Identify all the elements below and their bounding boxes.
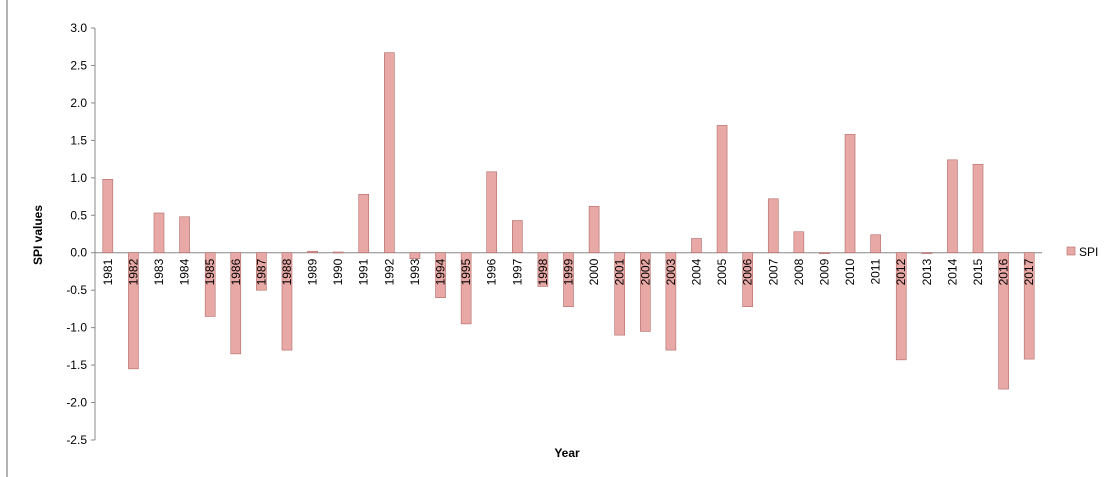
bar-1996 — [486, 171, 498, 254]
bar-1997 — [512, 220, 523, 254]
bar-1983 — [153, 212, 165, 254]
bar-2013 — [921, 252, 933, 255]
bar-2017 — [1023, 252, 1035, 360]
bar-1989 — [307, 250, 318, 254]
x-tick-label-1996: 1996 — [485, 258, 499, 285]
bar-1985 — [204, 252, 216, 317]
x-tick-label-2007: 2007 — [766, 258, 780, 285]
bar-1986 — [230, 252, 242, 355]
x-tick-label-2012: 2012 — [894, 258, 908, 285]
x-tick-label-1988: 1988 — [280, 258, 294, 285]
bar-2009 — [819, 252, 830, 255]
bar-1995 — [460, 252, 472, 325]
x-tick-label-2003: 2003 — [664, 258, 678, 285]
bar-2015 — [972, 164, 984, 254]
x-tick-label-2014: 2014 — [945, 258, 959, 285]
bar-1999 — [563, 252, 574, 307]
y-tick-label: 2.0 — [70, 96, 87, 110]
y-axis: 3.0 2.5 2.0 1.5 1.0 0.5 0.0 -0.5 -1.0 -1.5 -2.0 -2.… — [66, 21, 1042, 447]
x-tick-label-2001: 2001 — [613, 258, 627, 285]
x-tick-label-1981: 1981 — [101, 258, 115, 285]
x-tick-label-2015: 2015 — [971, 258, 985, 285]
x-tick-label-1990: 1990 — [331, 258, 345, 285]
x-tick-label-2016: 2016 — [997, 258, 1011, 285]
bar-1991 — [358, 193, 370, 254]
bar-2002 — [639, 252, 651, 332]
x-tick-label-1995: 1995 — [459, 258, 473, 285]
bar-2016 — [998, 252, 1009, 390]
bar-2008 — [793, 231, 805, 254]
bar-1982 — [128, 252, 139, 370]
y-tick-label: 1.5 — [70, 133, 87, 147]
x-tick-label-2011: 2011 — [869, 258, 883, 284]
bar-2011 — [870, 234, 881, 254]
y-axis-title: SPI values — [31, 205, 45, 265]
x-tick-label-1999: 1999 — [562, 258, 576, 285]
x-tick-label-1987: 1987 — [254, 258, 268, 285]
x-tick-label-1993: 1993 — [408, 258, 422, 285]
bar-1993 — [409, 252, 421, 260]
bars — [102, 52, 1035, 390]
x-tick-label-2009: 2009 — [817, 258, 831, 285]
legend: SPI — [1066, 245, 1098, 259]
bar-2001 — [614, 252, 625, 336]
x-tick-label-2002: 2002 — [638, 258, 652, 285]
y-tick-label: -2.0 — [66, 396, 87, 410]
y-tick-label: 0.5 — [70, 208, 87, 222]
x-axis-title: Year — [554, 446, 580, 460]
x-tick-label-2008: 2008 — [792, 258, 806, 285]
x-tick-label-1982: 1982 — [126, 258, 140, 285]
bar-1988 — [281, 252, 293, 351]
x-tick-label-2006: 2006 — [741, 258, 755, 285]
bar-2012 — [895, 252, 907, 361]
bar-2005 — [716, 125, 728, 254]
y-tick-label: 0.0 — [70, 246, 87, 260]
y-tick-label: -0.5 — [66, 283, 87, 297]
x-tick-label-1984: 1984 — [178, 258, 192, 285]
x-tick-label-1998: 1998 — [536, 258, 550, 285]
x-tick-label-1986: 1986 — [229, 258, 243, 285]
x-tick-label-2010: 2010 — [843, 258, 857, 285]
x-tick-label-2013: 2013 — [920, 258, 934, 285]
y-tick-label: -1.0 — [66, 321, 87, 335]
bar-1987 — [256, 252, 267, 291]
x-tick-label-1991: 1991 — [357, 258, 371, 285]
y-tick-label: 1.0 — [70, 171, 87, 185]
x-tick-label-1989: 1989 — [306, 258, 320, 285]
y-tick-label: 2.5 — [70, 58, 87, 72]
x-tick-label-1994: 1994 — [434, 258, 448, 285]
bar-1981 — [102, 179, 114, 254]
legend-swatch — [1066, 246, 1076, 256]
bar-1984 — [179, 216, 190, 254]
x-tick-label-2004: 2004 — [689, 258, 703, 285]
bar-2010 — [844, 134, 856, 254]
bar-1992 — [384, 52, 395, 254]
bar-1994 — [435, 252, 446, 298]
y-tick-label: -1.5 — [66, 358, 87, 372]
legend-label: SPI — [1079, 245, 1098, 259]
x-axis-labels: 1981 1982 1983 1984 1985 1986 1987 1988 1989 1990… — [101, 258, 1036, 285]
x-tick-label-1997: 1997 — [510, 258, 524, 285]
x-tick-label-2005: 2005 — [715, 258, 729, 285]
y-tick-label: -2.5 — [66, 433, 87, 447]
x-tick-label-2000: 2000 — [587, 258, 601, 285]
bar-2003 — [665, 252, 677, 351]
x-tick-label-2017: 2017 — [1022, 258, 1036, 285]
bar-1990 — [332, 251, 344, 254]
x-tick-label-1985: 1985 — [203, 258, 217, 285]
bar-1998 — [537, 252, 549, 287]
y-tick-label: 3.0 — [70, 21, 87, 35]
bar-2004 — [691, 238, 702, 254]
x-tick-label-1992: 1992 — [382, 258, 396, 285]
bar-2014 — [947, 159, 958, 254]
bar-2000 — [588, 205, 600, 254]
bar-2007 — [767, 198, 779, 254]
bar-2006 — [742, 252, 753, 307]
x-tick-label-1983: 1983 — [152, 258, 166, 285]
